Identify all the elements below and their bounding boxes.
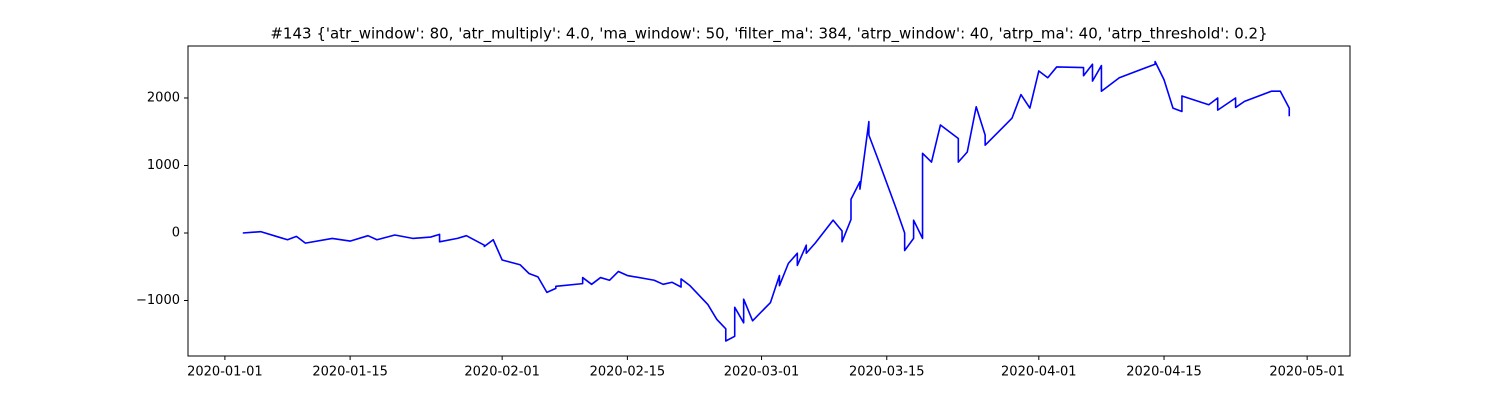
x-tick-label: 2020-03-15 (849, 365, 925, 380)
x-tick-label: 2020-04-15 (1126, 365, 1202, 380)
chart-title: #143 {'atr_window': 80, 'atr_multiply': … (270, 25, 1267, 44)
y-tick-label: 2000 (147, 90, 180, 105)
y-tick-label: 1000 (147, 158, 180, 173)
x-tick-label: 2020-02-01 (464, 365, 540, 380)
x-tick-label: 2020-01-15 (312, 365, 388, 380)
y-tick-label: 0 (172, 225, 180, 240)
x-tick-label: 2020-05-01 (1269, 365, 1345, 380)
line-series (242, 60, 1291, 342)
x-tick-label: 2020-04-01 (1001, 365, 1077, 380)
x-tick-label: 2020-03-01 (724, 365, 800, 380)
plot-frame (187, 45, 1351, 357)
y-tick-label: −1000 (136, 293, 180, 308)
x-tick-label: 2020-01-01 (187, 365, 263, 380)
x-tick-label: 2020-02-15 (590, 365, 666, 380)
